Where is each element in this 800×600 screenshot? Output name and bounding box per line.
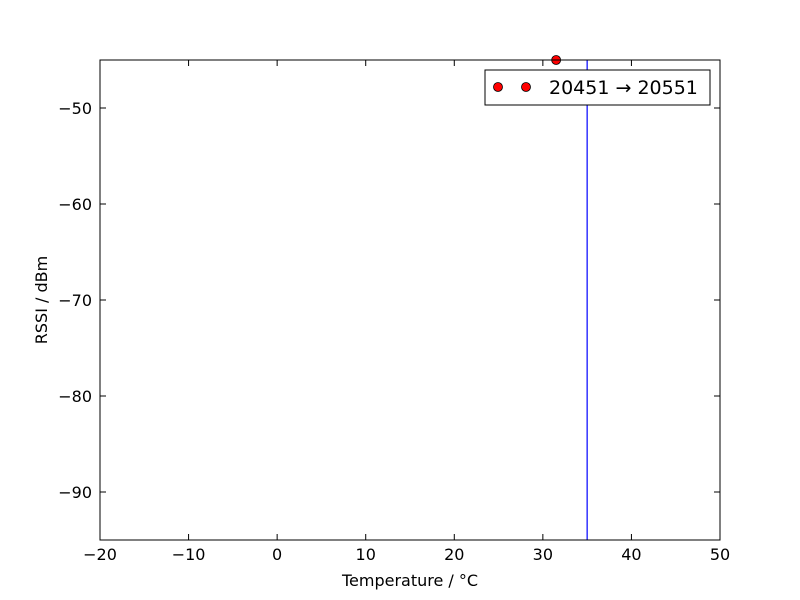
- legend-label: 20451 → 20551: [549, 77, 698, 99]
- legend-marker: [493, 82, 503, 92]
- y-tick-label: −90: [58, 483, 92, 502]
- axis-ticks: −20 −10 0 10 20 30 40 50 −90 −80 −70 −60 −50: [58, 60, 730, 564]
- legend: 20451 → 20551: [484, 69, 711, 106]
- y-tick-label: −60: [58, 195, 92, 214]
- plot-frame: [99, 59, 721, 541]
- y-tick-label: −50: [58, 99, 92, 118]
- x-tick-label: −10: [172, 545, 206, 564]
- x-tick-label: 30: [533, 545, 553, 564]
- x-tick-label: 40: [621, 545, 641, 564]
- legend-marker: [521, 82, 531, 92]
- x-tick-label: 20: [444, 545, 464, 564]
- y-tick-label: −70: [58, 291, 92, 310]
- x-tick-label: 10: [356, 545, 376, 564]
- x-tick-label: 50: [710, 545, 730, 564]
- plot-content: [551, 55, 588, 540]
- y-axis-label: RSSI / dBm: [32, 256, 51, 344]
- x-tick-label: 0: [272, 545, 282, 564]
- x-axis-label: Temperature / °C: [341, 571, 478, 590]
- y-tick-label: −80: [58, 387, 92, 406]
- x-tick-label: −20: [83, 545, 117, 564]
